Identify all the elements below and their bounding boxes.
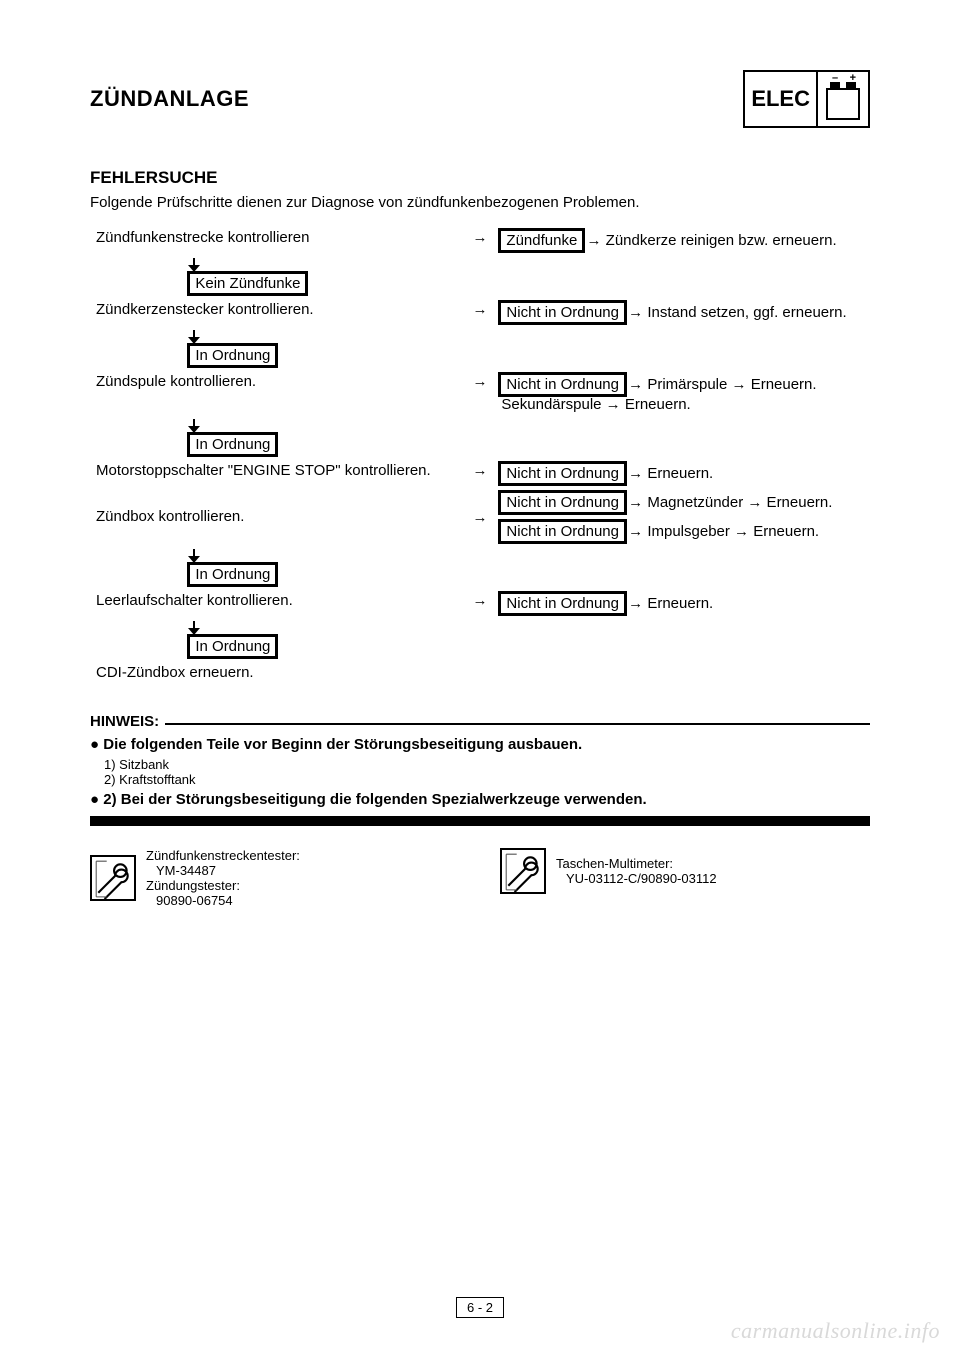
step-6-nok: Nicht in Ordnung <box>501 594 624 613</box>
step-5-nok-action1: Magnetzünder → Erneuern. <box>647 494 832 511</box>
page: ZÜNDANLAGE ELEC – + FEHLERSUCHE Folgende… <box>0 0 960 1358</box>
down-arrow-icon <box>188 621 200 635</box>
hinweis-item-1: 1) Sitzbank <box>104 757 870 772</box>
step-4-nok-action: Erneuern. <box>647 465 713 482</box>
wrench-icon <box>500 848 546 894</box>
step-3-ok: In Ordnung <box>190 435 275 454</box>
tool-left-text: Zündfunkenstreckentester: YM-34487 Zündu… <box>146 848 300 908</box>
battery-plus: + <box>850 72 856 84</box>
tool-left-pn2: 90890-06754 <box>146 893 300 908</box>
section-subtitle: Folgende Prüfschritte dienen zur Diagnos… <box>90 194 870 211</box>
down-arrow-icon <box>188 549 200 563</box>
down-arrow-icon <box>188 419 200 433</box>
step-5-nok2: Nicht in Ordnung <box>501 522 624 541</box>
tool-left: Zündfunkenstreckentester: YM-34487 Zündu… <box>90 848 460 916</box>
step-7: CDI-Zündbox erneuern. <box>96 664 254 681</box>
down-arrow-icon <box>188 330 200 344</box>
step-2-ok: In Ordnung <box>190 346 275 365</box>
tool-right-name: Taschen-Multimeter: <box>556 856 717 871</box>
hinweis-bullet: ● Die folgenden Teile vor Beginn der Stö… <box>90 736 870 753</box>
step-5-nok: Nicht in Ordnung <box>501 493 624 512</box>
elec-badge: ELEC – + <box>743 70 870 128</box>
step-6-nok-action: Erneuern. <box>647 595 713 612</box>
step-2: Zündkerzenstecker kontrollieren. <box>96 301 314 318</box>
step-6-ok: In Ordnung <box>190 637 275 656</box>
battery-minus: – <box>832 72 838 84</box>
step-2-fail: Kein Zündfunke <box>190 274 305 293</box>
hinweis-item-2: 2) Kraftstofftank <box>104 772 870 787</box>
tool-right: Taschen-Multimeter: YU-03112-C/90890-031… <box>500 848 870 916</box>
flow-table: Zündfunkenstrecke kontrollieren → Zündfu… <box>90 225 870 685</box>
elec-label: ELEC <box>745 72 818 126</box>
hinweis-tools-note: 2) Bei der Störungsbeseitigung die folge… <box>103 791 646 808</box>
tool-right-pn1: YU-03112-C/90890-03112 <box>556 871 717 886</box>
page-number: 6 - 2 <box>456 1297 504 1318</box>
page-title: ZÜNDANLAGE <box>90 86 249 112</box>
wrench-icon <box>90 855 136 901</box>
hinweis-item-3: ● 2) Bei der Störungsbeseitigung die fol… <box>90 791 870 808</box>
step-1: Zündfunkenstrecke kontrollieren <box>96 229 309 246</box>
step-4: Motorstoppschalter "ENGINE STOP" kontrol… <box>96 462 431 479</box>
step-2-nok-action: Instand setzen, ggf. erneuern. <box>647 304 846 321</box>
step-5: Zündbox kontrollieren. <box>96 508 244 525</box>
tool-left-name: Zündfunkenstreckentester: <box>146 848 300 863</box>
step-6: Leerlaufschalter kontrollieren. <box>96 592 293 609</box>
step-5-nok-action2: Impulsgeber → Erneuern. <box>647 523 819 540</box>
step-1-ok: Zündfunke <box>501 231 582 250</box>
watermark: carmanualsonline.info <box>731 1318 940 1344</box>
step-2-nok: Nicht in Ordnung <box>501 303 624 322</box>
hinweis-block: HINWEIS: ● Die folgenden Teile vor Begin… <box>90 713 870 826</box>
troubleshoot-flow: Zündfunkenstrecke kontrollieren → Zündfu… <box>90 225 870 685</box>
step-4-nok: Nicht in Ordnung <box>501 464 624 483</box>
tool-left-pn1: YM-34487 <box>146 863 300 878</box>
tool-left-name2: Zündungstester: <box>146 878 300 893</box>
hinweis-label: HINWEIS: <box>90 713 165 730</box>
header: ZÜNDANLAGE ELEC – + <box>90 70 870 128</box>
step-5-ok: In Ordnung <box>190 565 275 584</box>
hinweis-bar <box>90 816 870 826</box>
battery-icon: – + <box>818 72 868 126</box>
step-3-nok: Nicht in Ordnung <box>501 375 624 394</box>
section-heading: FEHLERSUCHE <box>90 168 870 188</box>
tool-right-text: Taschen-Multimeter: YU-03112-C/90890-031… <box>556 856 717 886</box>
tools-columns: Zündfunkenstreckentester: YM-34487 Zündu… <box>90 848 870 916</box>
hinweis-bullet-text: Die folgenden Teile vor Beginn der Störu… <box>103 736 582 753</box>
down-arrow-icon <box>188 258 200 272</box>
step-1-ok-action: Zündkerze reinigen bzw. erneuern. <box>606 232 837 249</box>
step-3: Zündspule kontrollieren. <box>96 373 256 390</box>
